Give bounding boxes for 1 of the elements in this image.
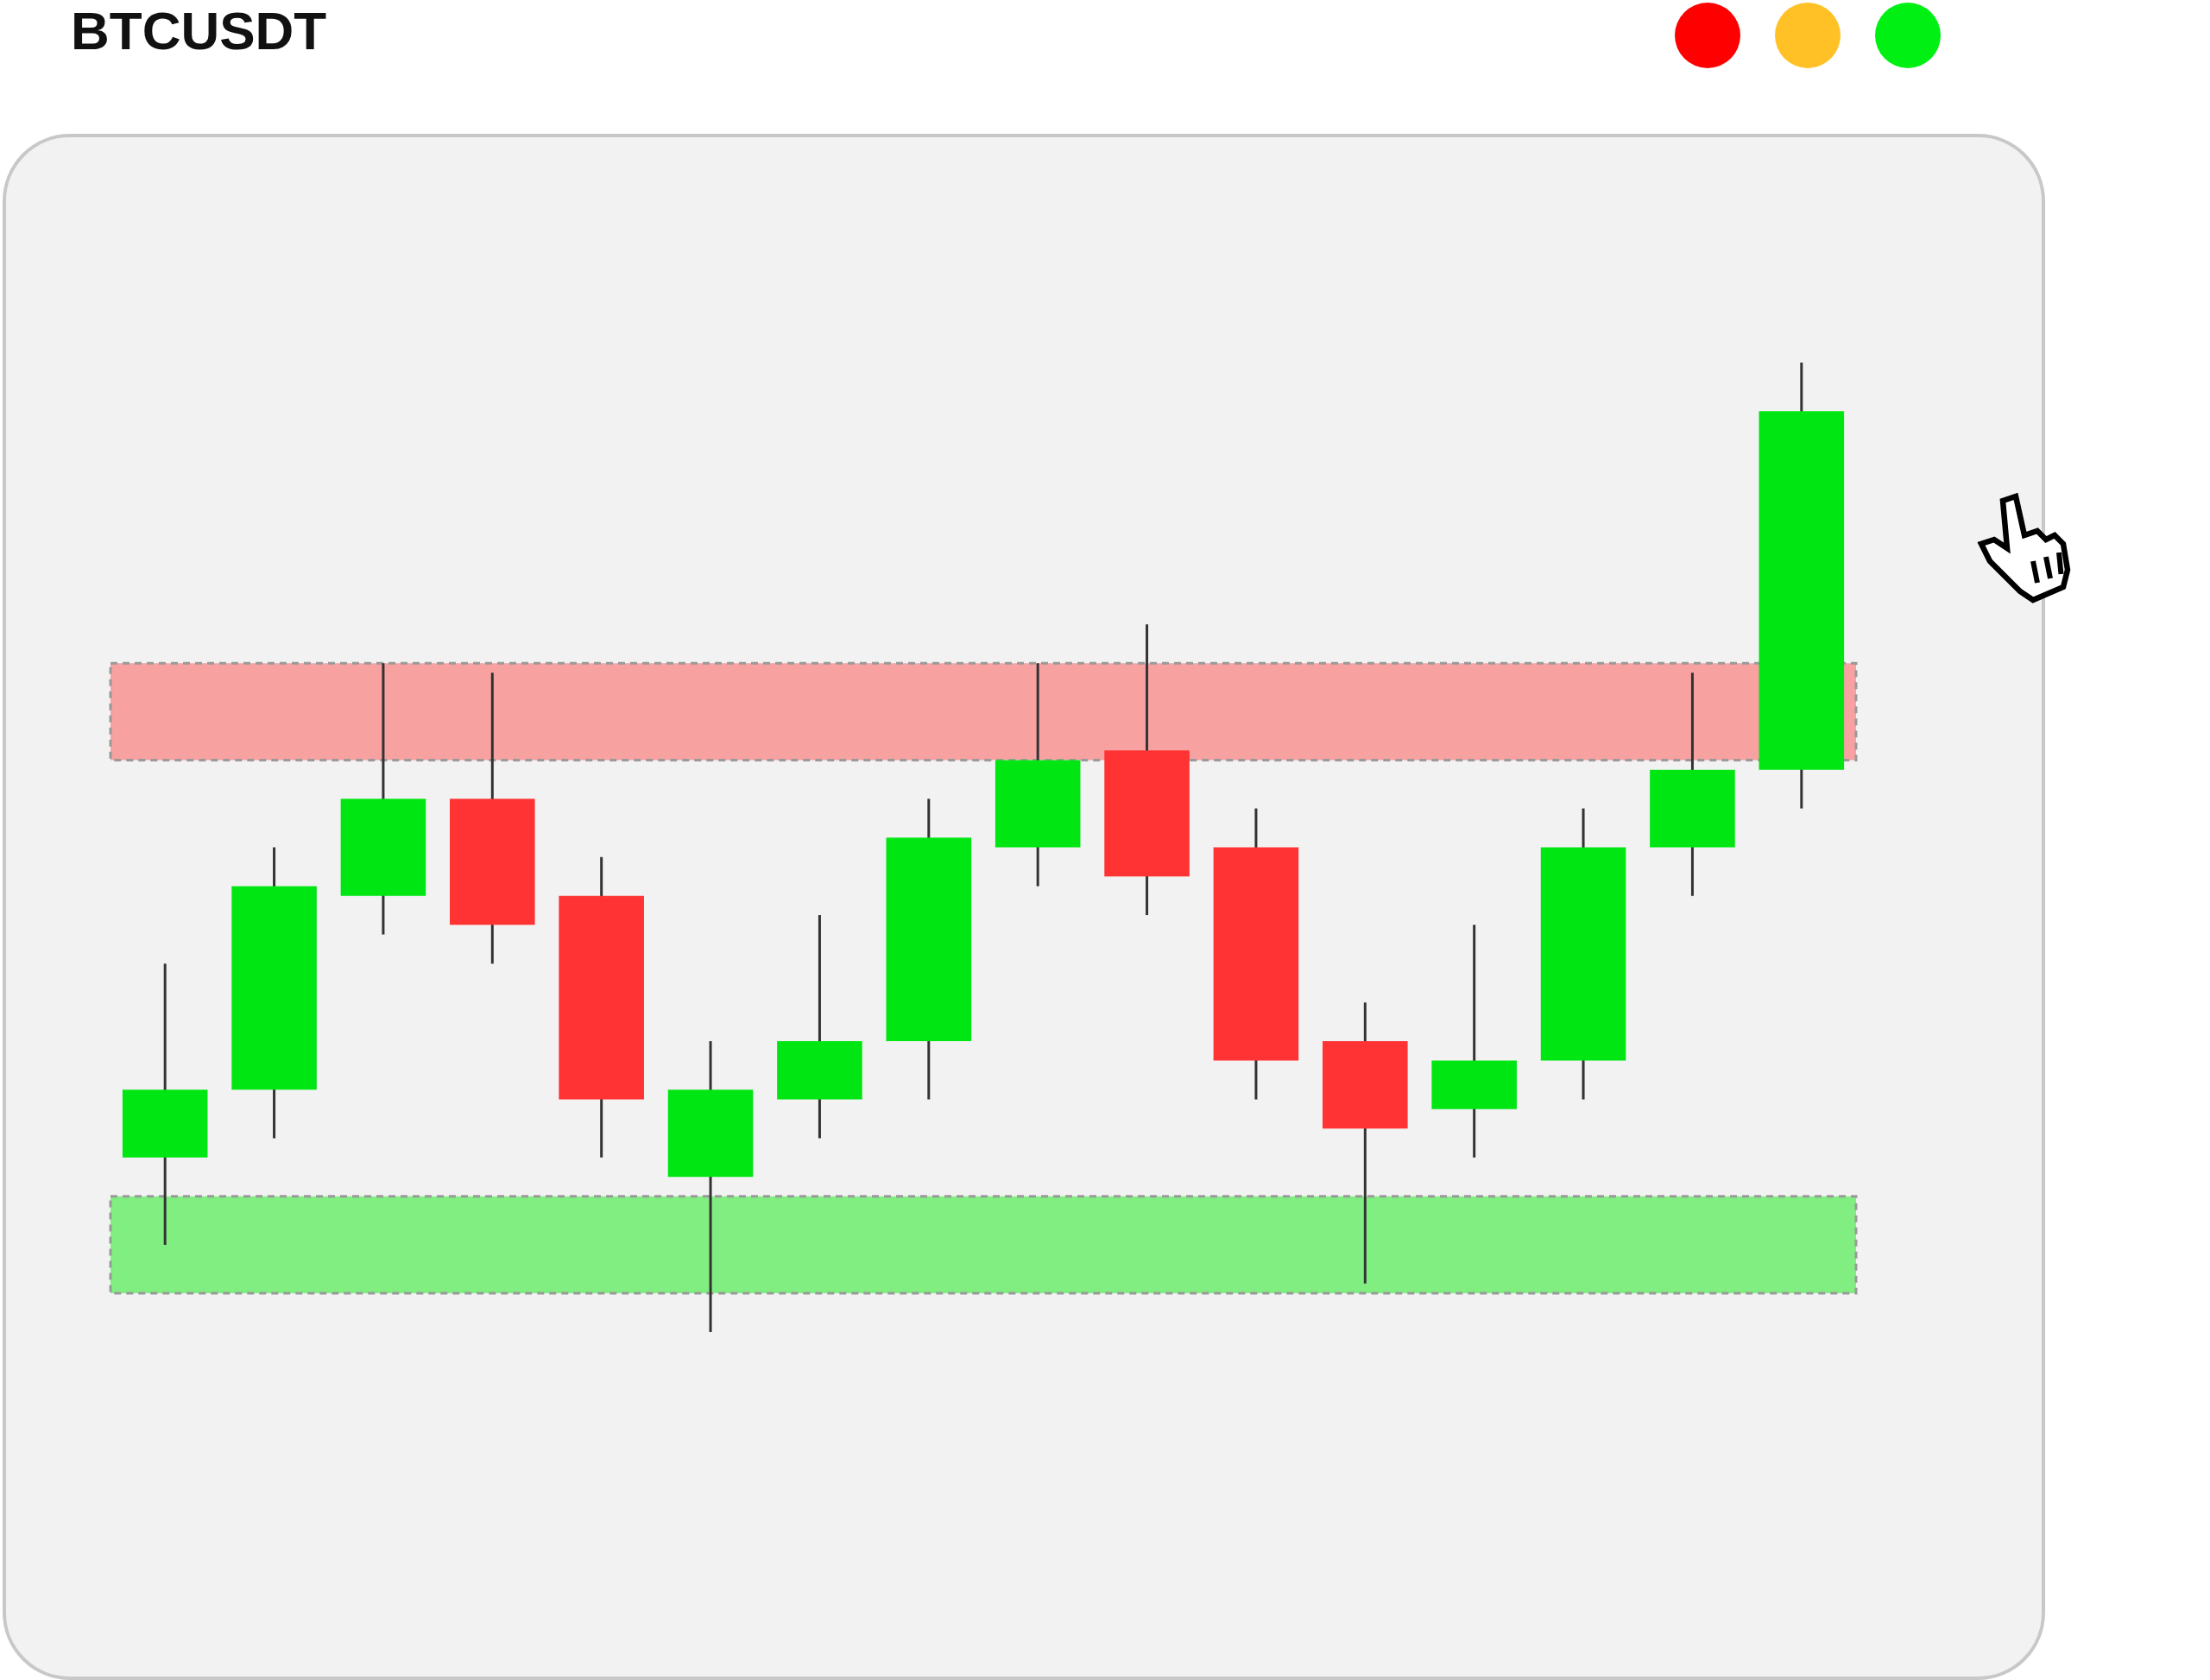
- chart-title: BTCUSDT: [71, 0, 327, 61]
